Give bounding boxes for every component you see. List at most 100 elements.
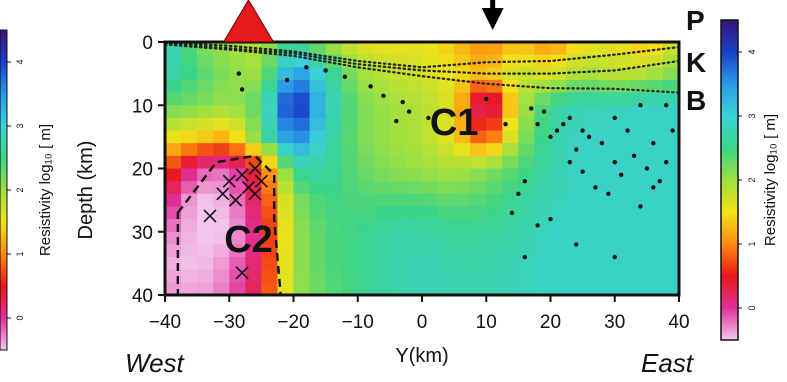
heatmap-cell — [229, 130, 246, 144]
heatmap-cell — [373, 130, 391, 144]
heatmap-cell — [598, 282, 616, 295]
earthquake-dot — [599, 141, 605, 146]
heatmap-cell — [405, 181, 423, 195]
heatmap-cell — [486, 42, 503, 56]
heatmap-cell — [261, 54, 279, 68]
heatmap-cell — [389, 130, 407, 144]
heatmap-cell — [389, 269, 407, 283]
heatmap-cell — [165, 117, 182, 132]
heatmap-cell — [197, 105, 214, 119]
heatmap-cell — [550, 231, 568, 245]
heatmap-cell — [486, 117, 503, 132]
heatmap-cell — [454, 54, 471, 68]
earthquake-dot — [638, 103, 643, 108]
earthquake-dot — [554, 128, 560, 133]
heatmap-cell — [438, 92, 455, 106]
heatmap-cell — [357, 282, 375, 295]
heatmap-cell — [470, 257, 487, 271]
heatmap-cell — [261, 117, 279, 132]
heatmap-cell — [229, 42, 246, 56]
heatmap-cell — [502, 257, 519, 271]
heatmap-cell — [277, 269, 295, 283]
heatmap-cell — [293, 67, 311, 81]
heatmap-cell — [438, 193, 455, 208]
heatmap-cell — [598, 257, 616, 271]
heatmap-cell — [197, 117, 214, 132]
heatmap-cell — [438, 244, 455, 258]
heatmap-cell — [614, 105, 632, 119]
heatmap-cell — [197, 143, 214, 157]
heatmap-cell — [373, 42, 391, 56]
heatmap-cell — [518, 42, 536, 56]
heatmap-cell — [181, 282, 198, 295]
heatmap-cell — [438, 117, 455, 132]
heatmap-cell — [582, 155, 600, 170]
heatmap-cell — [646, 155, 664, 170]
heatmap-cell — [293, 130, 311, 144]
heatmap-cell — [341, 257, 359, 271]
heatmap-cell — [550, 269, 568, 283]
heatmap-cell — [389, 231, 407, 245]
heatmap-cell — [373, 105, 391, 119]
heatmap-cell — [630, 92, 648, 106]
heatmap-cell — [422, 168, 439, 182]
heatmap-cell — [181, 117, 198, 132]
left-colorbar-gradient — [0, 29, 8, 351]
heatmap-cell — [518, 92, 536, 106]
heatmap-cell — [197, 282, 214, 295]
heatmap-cell — [293, 117, 311, 132]
heatmap-cell — [213, 282, 230, 295]
heatmap-cell — [341, 143, 359, 157]
earthquake-dot — [612, 115, 617, 121]
heatmap-cell — [213, 143, 230, 157]
heatmap-cell — [213, 105, 230, 119]
heatmap-cell — [534, 130, 552, 144]
heatmap-cell — [341, 168, 359, 182]
heatmap-cell — [405, 130, 423, 144]
heatmap-cell — [518, 143, 536, 157]
heatmap-cell — [277, 54, 295, 68]
y-tick-label: 0 — [142, 33, 153, 54]
colorbar-tick-label: 2 — [15, 187, 25, 192]
heatmap-cell — [422, 130, 439, 144]
heatmap-cell — [197, 92, 214, 106]
heatmap-cell — [582, 105, 600, 119]
heatmap-cell — [373, 282, 391, 295]
heatmap-cell — [389, 181, 407, 195]
heatmap-cell — [261, 67, 279, 81]
earthquake-dot — [663, 159, 669, 165]
heatmap-cell — [325, 206, 343, 220]
heatmap-cell — [341, 92, 359, 106]
heatmap-cell — [422, 282, 439, 295]
heatmap-cell — [566, 117, 584, 132]
heatmap-cell — [357, 206, 375, 220]
heatmap-cell — [470, 92, 487, 106]
c2-outline — [176, 154, 282, 295]
heatmap-cell — [422, 269, 439, 283]
heatmap-cell — [341, 181, 359, 195]
earthquake-cross — [248, 161, 262, 176]
heatmap-cell — [245, 219, 262, 233]
heatmap-cell — [181, 206, 198, 220]
heatmap-cell — [373, 257, 391, 271]
heatmap-cell — [405, 269, 423, 283]
heatmap-cell — [470, 269, 487, 283]
earthquake-dot — [284, 77, 290, 83]
heatmap-cell — [630, 231, 648, 245]
heatmap-cell — [646, 105, 664, 119]
heatmap-cell — [662, 54, 679, 68]
heatmap-cell — [373, 92, 391, 106]
heatmap-cell — [293, 92, 311, 106]
east-label: East — [641, 348, 695, 378]
heatmap-cell — [438, 130, 455, 144]
heatmap-cell — [245, 130, 262, 144]
heatmap-cell — [277, 155, 295, 170]
heatmap-cell — [422, 79, 439, 94]
heatmap-cell — [630, 155, 648, 170]
heatmap-cell — [389, 79, 407, 94]
heatmap-cell — [357, 79, 375, 94]
earthquake-dot — [509, 210, 515, 215]
earthquake-dot — [236, 71, 242, 76]
heatmap-cell — [261, 105, 279, 119]
earthquake-dot — [304, 65, 309, 70]
